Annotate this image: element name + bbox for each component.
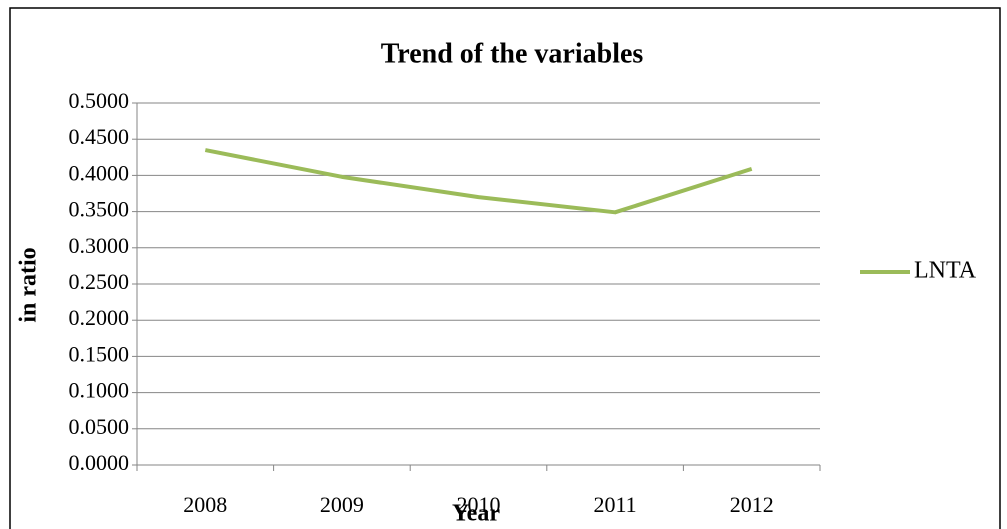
x-tick-label: 2010 <box>457 492 501 517</box>
x-tick-label: 2008 <box>183 492 227 517</box>
y-tick-label: 0.2000 <box>69 305 130 330</box>
y-tick-label: 0.5000 <box>69 88 130 113</box>
y-tick-label: 0.0500 <box>69 414 130 439</box>
x-tick-label: 2009 <box>320 492 364 517</box>
chart-title: Trend of the variables <box>381 38 644 69</box>
y-tick-label: 0.2500 <box>69 269 130 294</box>
y-tick-label: 0.4000 <box>69 160 130 185</box>
x-tick-label: 2011 <box>594 492 637 517</box>
y-tick-label: 0.3500 <box>69 197 130 222</box>
chart-frame <box>9 7 1001 529</box>
legend-label: LNTA <box>914 258 977 284</box>
x-axis-label: Year <box>452 501 500 527</box>
x-tick-label: 2012 <box>730 492 774 517</box>
y-tick-label: 0.4500 <box>69 124 130 149</box>
y-tick-label: 0.3000 <box>69 233 130 258</box>
y-tick-label: 0.1500 <box>69 341 130 366</box>
y-tick-label: 0.0000 <box>69 450 130 475</box>
y-tick-label: 0.1000 <box>69 378 130 403</box>
data-line <box>204 148 753 215</box>
y-axis-label: in ratio <box>16 247 42 322</box>
